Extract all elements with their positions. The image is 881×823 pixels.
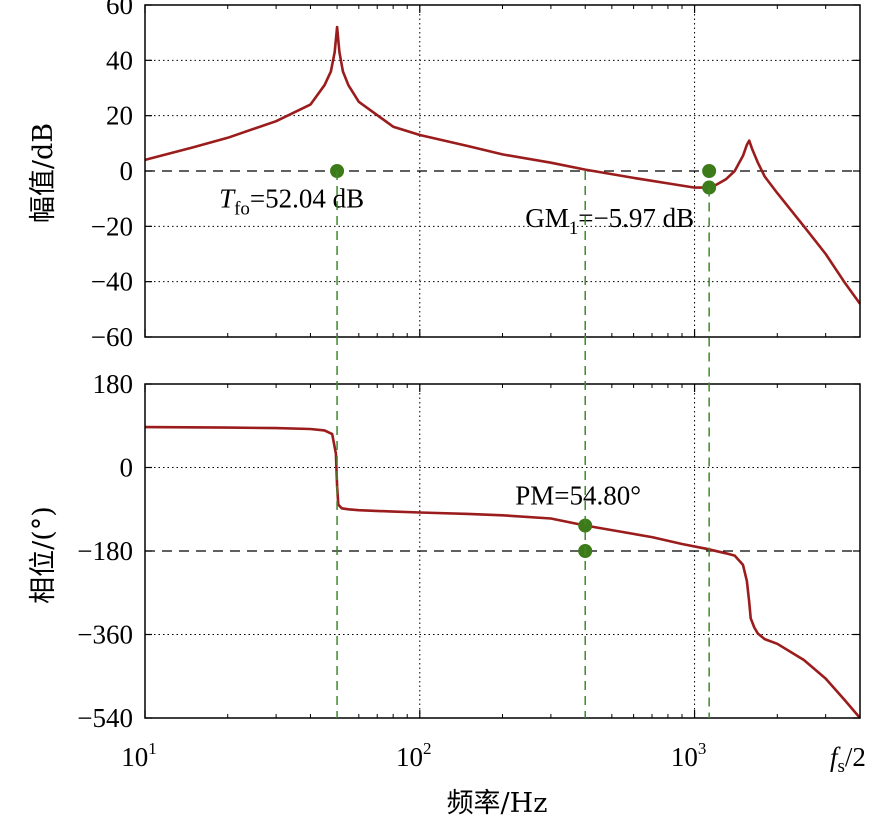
magnitude-y-tick-label: −20 — [91, 211, 133, 241]
phase-panel: 180 0 −180 −360 −540 PM=54.80° — [77, 369, 861, 733]
magnitude-annotation: Tfo=52.04 dB — [219, 184, 364, 220]
phase-annotation: PM=54.80° — [515, 480, 641, 510]
phase-marker-point — [578, 518, 593, 533]
magnitude-y-tick-label: −40 — [91, 267, 133, 297]
phase-y-axis-label: 相位/(°) — [28, 506, 59, 604]
phase-frame — [144, 383, 861, 719]
magnitude-marker-point — [702, 164, 717, 178]
magnitude-curve — [144, 25, 862, 305]
x-tick-label: 102 — [396, 739, 432, 772]
phase-y-tick-label: 180 — [93, 369, 134, 399]
magnitude-y-tick-label: 20 — [106, 101, 133, 131]
guide-lines — [336, 171, 710, 718]
phase-y-tick-label: −360 — [77, 620, 133, 650]
magnitude-y-tick-label: −60 — [91, 322, 133, 352]
phase-y-tick-label: 0 — [120, 453, 134, 483]
magnitude-panel: 60 40 20 0 −20 −40 −60 Tfo=52.04 dB GM1=−5.97 dB — [91, 0, 862, 352]
x-axis-label: 频率/Hz — [447, 788, 548, 819]
phase-y-tick-label: −180 — [77, 536, 133, 566]
magnitude-y-tick-label: 0 — [120, 156, 134, 186]
magnitude-frame — [144, 4, 861, 338]
x-tick-label: 103 — [671, 739, 707, 772]
phase-curve — [144, 425, 861, 719]
phase-y-tick-label: −540 — [77, 703, 133, 733]
magnitude-annotation: GM1=−5.97 dB — [525, 203, 694, 239]
magnitude-y-axis-label: 幅值/dB — [28, 123, 59, 223]
x-tick-label: 101 — [121, 739, 157, 772]
x-end-label: fs/2 — [830, 742, 866, 777]
magnitude-y-tick-label: 40 — [106, 45, 133, 75]
x-axis-labels: 101 102 103 fs/2 — [121, 739, 866, 777]
magnitude-y-tick-label: 60 — [106, 0, 133, 20]
